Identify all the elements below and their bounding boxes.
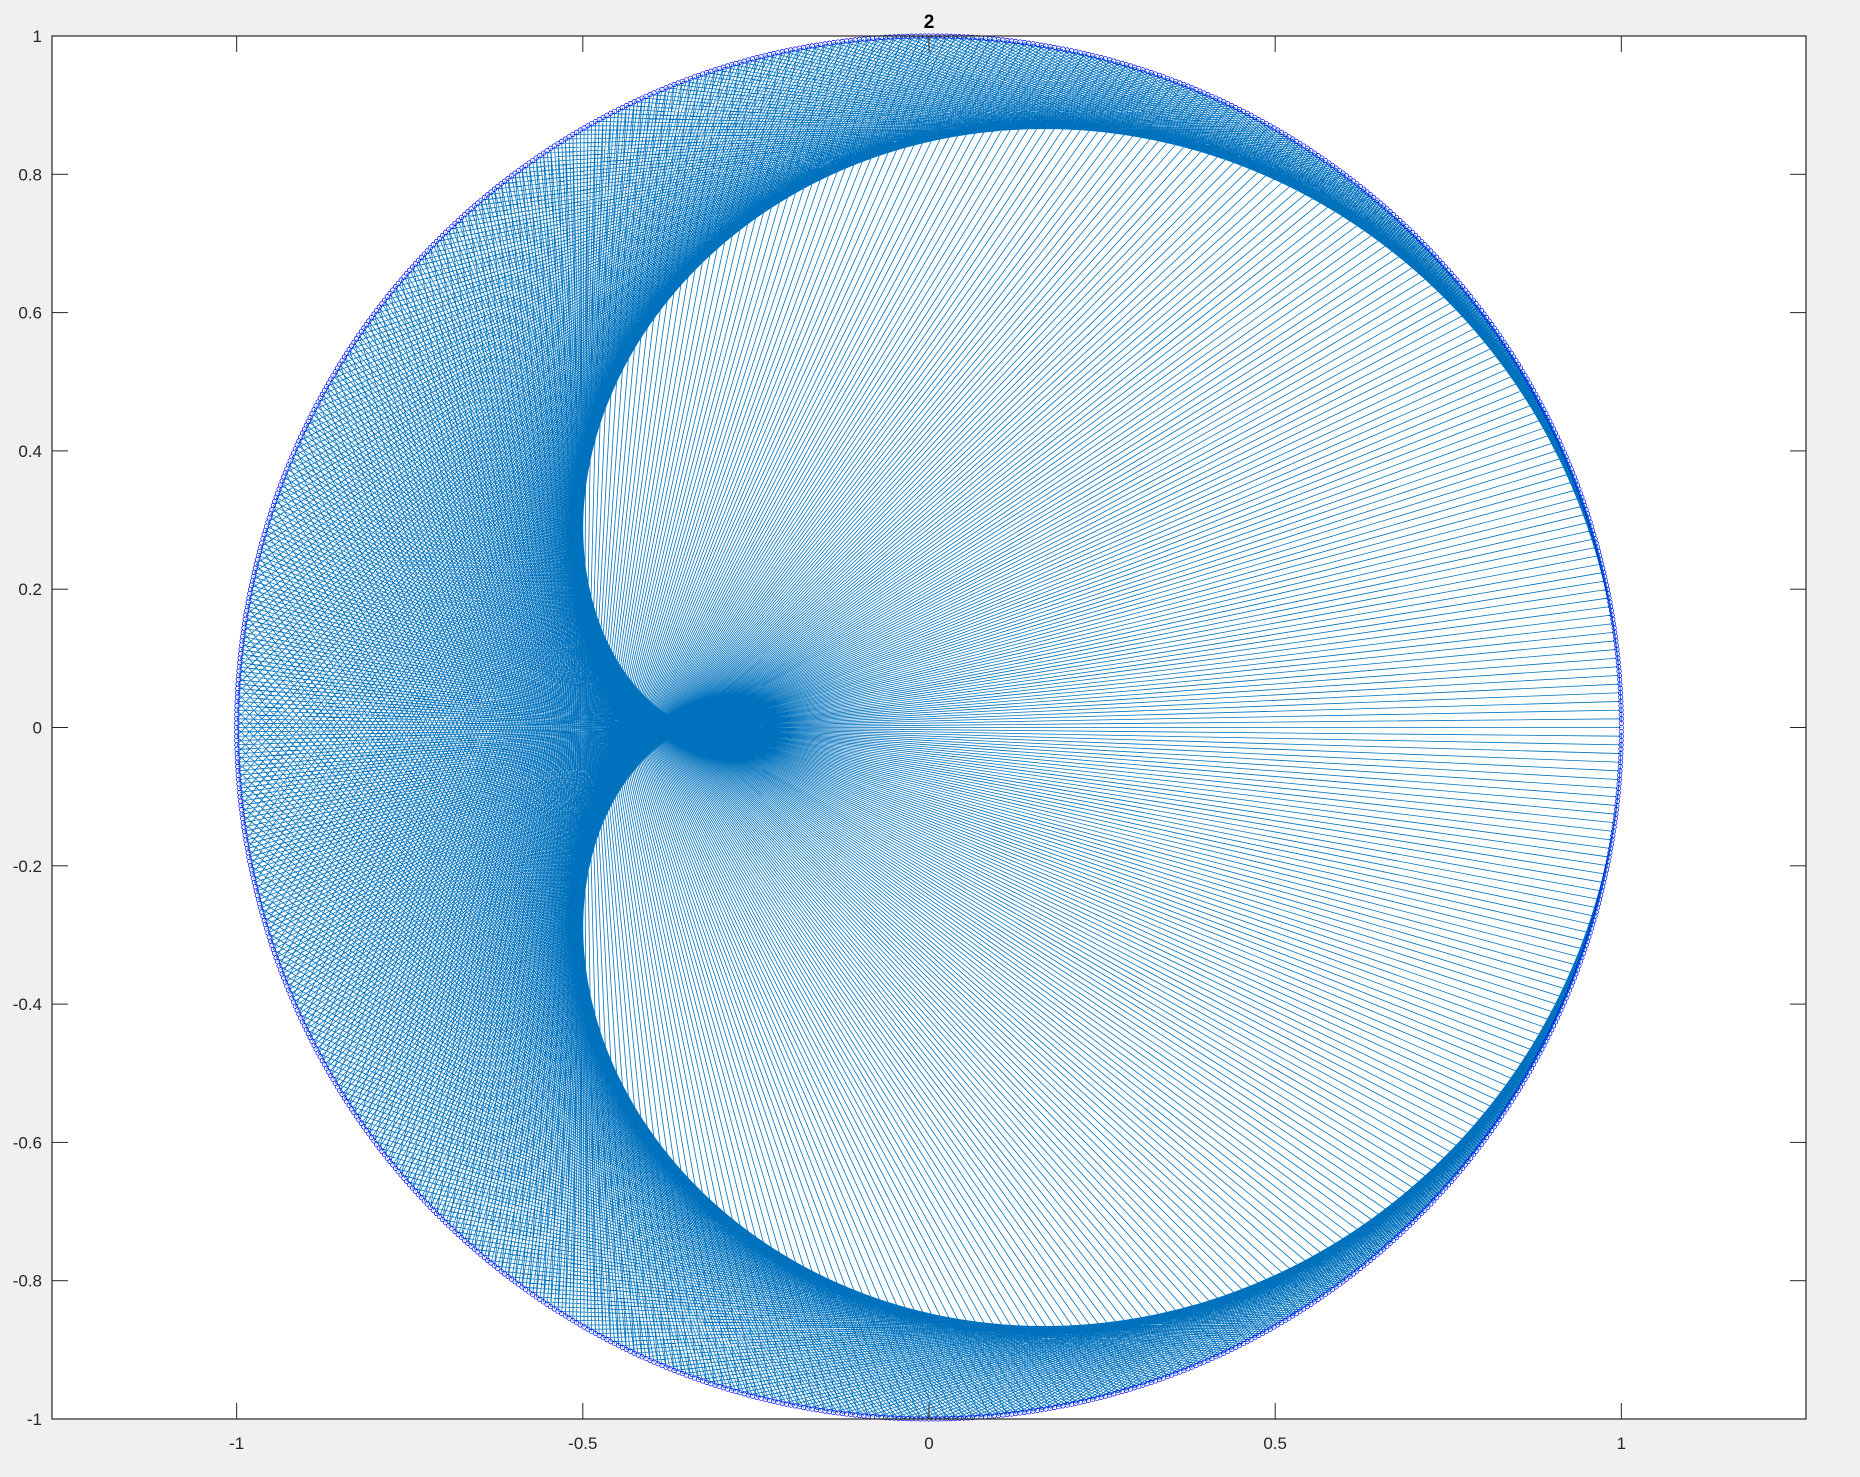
marker-series: [234, 33, 1624, 1422]
y-axis: -1 -0.8 -0.6 -0.4 -0.2 0 0.2 0.4 0.6 0.8 1: [13, 27, 1806, 1429]
circle-markers: [234, 33, 1624, 1422]
chart-title: 2: [924, 12, 935, 33]
y-tick-label: -0.6: [13, 1133, 42, 1152]
chord-series-line: [236, 35, 1622, 1420]
y-tick-label: -0.2: [13, 857, 42, 876]
chord-lines: [236, 35, 1622, 1420]
x-tick-label: -1: [229, 1434, 244, 1453]
y-tick-label: 0.6: [18, 304, 42, 323]
y-tick-label: 0: [33, 719, 42, 738]
y-tick-label: -0.8: [13, 1272, 42, 1291]
x-tick-label: 0: [924, 1434, 933, 1453]
y-tick-label: 0.8: [18, 165, 42, 184]
y-tick-label: 0.2: [18, 580, 42, 599]
y-tick-label: 1: [33, 27, 42, 46]
x-tick-label: 1: [1617, 1434, 1626, 1453]
x-axis: -1 -0.5 0 0.5 1: [229, 36, 1626, 1453]
x-tick-label: -0.5: [568, 1434, 597, 1453]
y-tick-label: -0.4: [13, 995, 42, 1014]
y-tick-label: -1: [27, 1410, 42, 1429]
y-tick-label: 0.4: [18, 442, 42, 461]
x-tick-label: 0.5: [1263, 1434, 1287, 1453]
